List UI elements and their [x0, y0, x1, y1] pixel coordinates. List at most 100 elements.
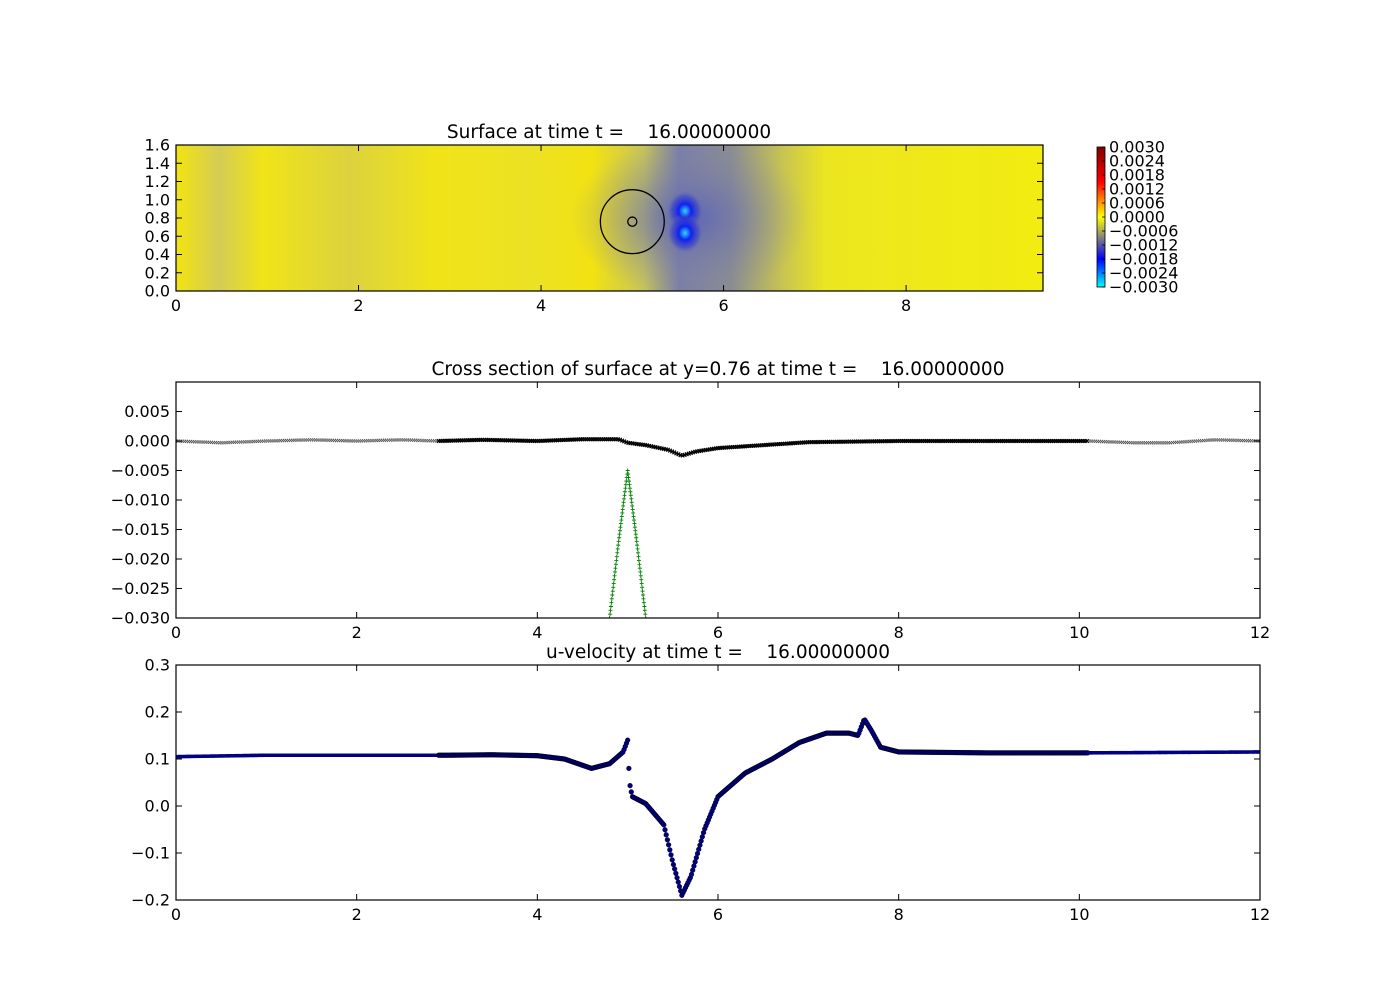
- heatmap-xtick-label: 0: [171, 296, 181, 315]
- bottom-profile-point: [620, 510, 625, 515]
- bottom-profile-point: [615, 546, 620, 551]
- bottom-profile-point: [627, 486, 632, 491]
- cross-section-ytick-label: −0.015: [111, 520, 170, 539]
- cross-section-xtick-label: 6: [713, 623, 723, 642]
- bottom-profile-point: [638, 569, 643, 574]
- bottom-profile-point: [607, 616, 612, 618]
- obstacle-circle: [599, 189, 665, 255]
- bottom-profile-point: [616, 539, 621, 544]
- colorbar-tick-label: −0.0018: [1109, 250, 1178, 269]
- cross-section-ytick-label: 0.000: [124, 432, 170, 451]
- cross-section-frame: [175, 381, 1261, 619]
- u-velocity-point: [669, 857, 675, 863]
- bottom-profile-point: [618, 525, 623, 530]
- u-velocity-point: [627, 783, 633, 789]
- bottom-profile-point: [632, 525, 637, 530]
- u-velocity-point: [670, 861, 677, 868]
- bottom-profile-point: [610, 589, 615, 594]
- surface-heatmap-panel: Surface at time t = 16.00000000 0 2 4 6 8 0.0…: [145, 122, 1179, 315]
- bottom-profile-point: [621, 500, 626, 505]
- bottom-profile-point: [628, 489, 633, 494]
- u-velocity-point: [675, 879, 681, 885]
- u-velocity-point: [662, 827, 668, 833]
- bottom-profile-point: [627, 482, 632, 487]
- heatmap-ytick-label: 0.4: [145, 245, 170, 264]
- u-velocity-xtick-label: 2: [352, 905, 362, 924]
- bottom-profile-point: [609, 596, 614, 601]
- bottom-profile-point: [635, 543, 640, 548]
- bottom-profile-point: [622, 496, 627, 501]
- bottom-profile-point: [641, 600, 646, 605]
- u-velocity-title: u-velocity at time t = 16.00000000: [546, 642, 890, 663]
- colorbar-tick-label: 0.0018: [1109, 166, 1165, 185]
- bottom-profile-point: [643, 616, 648, 618]
- colorbar-tick-label: −0.0006: [1109, 222, 1178, 241]
- colorbar-tick-label: 0.0006: [1109, 194, 1165, 213]
- heatmap-ytick-label: 0.0: [145, 282, 170, 301]
- bottom-profile-point: [623, 482, 628, 487]
- bottom-profile-point: [608, 604, 613, 609]
- u-velocity-ytick-label: −0.1: [131, 844, 170, 863]
- bottom-profile-point: [631, 518, 636, 523]
- cross-section-xtick-label: 0: [171, 623, 181, 642]
- colorbar-tick-label: 0.0012: [1109, 180, 1165, 199]
- heatmap-ytick-label: 1.2: [145, 172, 170, 191]
- u-velocity-point: [668, 852, 674, 858]
- obstacle-center-circle: [627, 216, 638, 227]
- heatmap-ytick-label: 0.6: [145, 227, 170, 246]
- heatmap-xtick-label: 4: [536, 296, 546, 315]
- bottom-profile-point: [610, 592, 615, 597]
- bottom-profile-point: [615, 550, 620, 555]
- u-velocity-ytick-label: 0.1: [145, 750, 170, 769]
- bottom-profile-point: [630, 507, 635, 512]
- bottom-profile-point: [633, 532, 638, 537]
- bottom-profile-point: [608, 608, 613, 613]
- bottom-profile-point: [638, 573, 643, 578]
- bottom-profile-point: [640, 589, 645, 594]
- colorbar-tick-label: −0.0024: [1109, 264, 1178, 283]
- bottom-profile-point: [617, 528, 622, 533]
- bottom-profile-point: [627, 479, 632, 484]
- cross-section-ytick-label: −0.030: [111, 609, 170, 628]
- bottom-profile-point: [621, 503, 626, 508]
- bottom-profile-point: [630, 503, 635, 508]
- u-velocity-panel: u-velocity at time t = 16.00000000 0 2 4 6 8…: [131, 642, 1270, 924]
- bottom-profile-point: [608, 612, 613, 617]
- u-velocity-point: [664, 837, 671, 843]
- bottom-profile-point: [629, 496, 634, 501]
- cross-section-ytick-label: −0.020: [111, 550, 170, 569]
- bottom-profile-point: [635, 546, 640, 551]
- heatmap-title: Surface at time t = 16.00000000: [447, 122, 771, 143]
- u-velocity-xtick-label: 0: [171, 905, 181, 924]
- colorbar-tick-label: 0.0030: [1109, 138, 1165, 157]
- cross-section-title: Cross section of surface at y=0.76 at ti…: [432, 359, 1005, 380]
- u-velocity-point: [628, 789, 634, 795]
- cross-section-xtick-label: 4: [532, 623, 542, 642]
- heatmap-ytick-label: 0.2: [145, 263, 170, 282]
- u-velocity-point: [676, 883, 683, 890]
- cross-section-xtick-label: 8: [894, 623, 904, 642]
- bottom-profile-point: [637, 566, 642, 571]
- u-velocity-ytick-label: 0.0: [145, 797, 170, 816]
- bottom-profile-point: [613, 562, 618, 567]
- u-velocity-point: [625, 737, 631, 743]
- bottom-profile-point: [634, 535, 639, 540]
- bottom-profile-point: [642, 604, 647, 609]
- bottom-profile-point: [631, 510, 636, 515]
- bottom-profile-point: [629, 500, 634, 505]
- heatmap-trough-lower: [667, 213, 703, 253]
- bottom-profile-point: [636, 554, 641, 559]
- bottom-profile-point: [617, 532, 622, 537]
- heatmap-ytick-label: 1.6: [145, 136, 170, 155]
- bottom-profile-point: [611, 585, 616, 590]
- u-velocity-frame: [175, 664, 1261, 901]
- bottom-profile-point: [636, 558, 641, 563]
- u-velocity-point: [666, 842, 672, 848]
- cross-section-point: [1258, 439, 1260, 443]
- bottom-profile-point: [612, 573, 617, 578]
- u-velocity-xtick-label: 10: [1069, 905, 1089, 924]
- bottom-profile-point: [619, 518, 624, 523]
- cross-section-ytick-label: −0.010: [111, 491, 170, 510]
- bottom-profile-point: [612, 577, 617, 582]
